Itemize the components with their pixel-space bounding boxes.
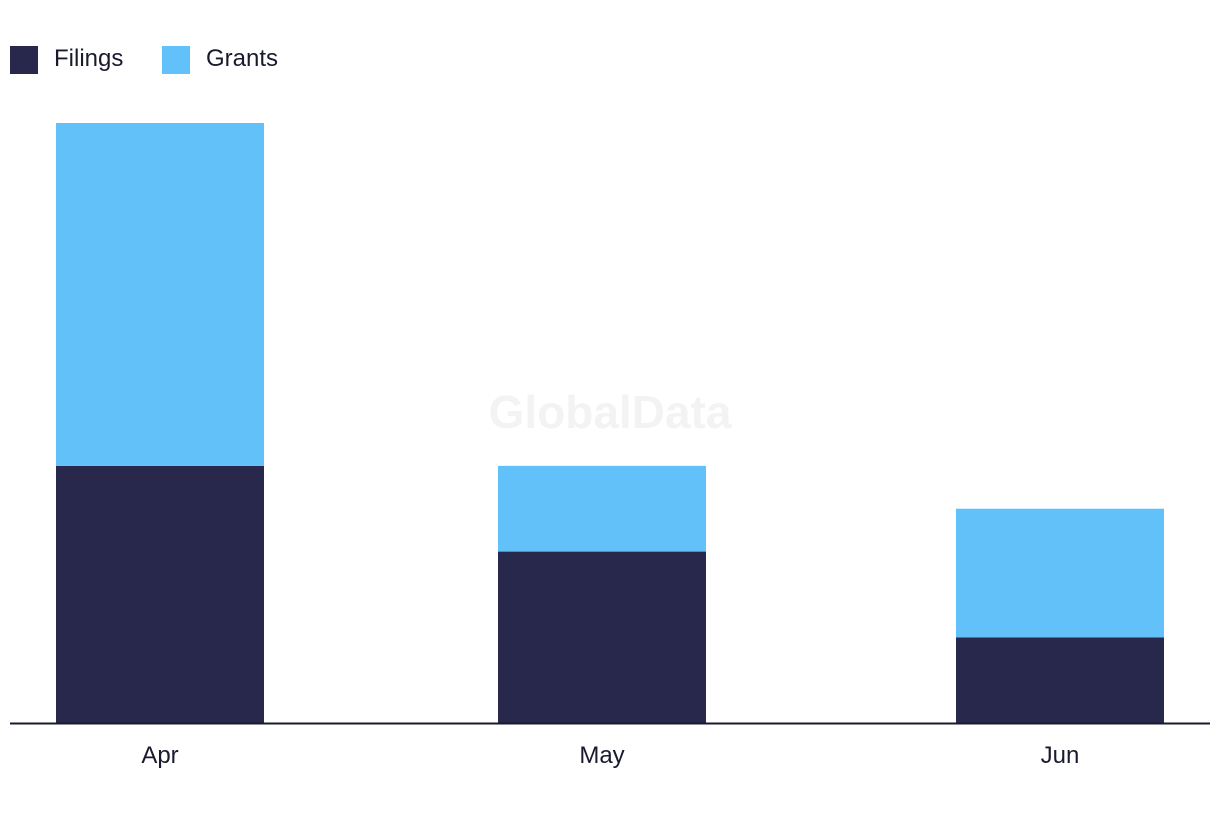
legend-label-filings: Filings (54, 45, 123, 72)
bar-filings-jun[interactable] (956, 637, 1164, 723)
legend: Filings Grants (10, 45, 278, 74)
legend-label-grants: Grants (206, 45, 278, 72)
bar-grants-may[interactable] (498, 465, 706, 552)
legend-item-grants[interactable]: Grants (162, 45, 278, 74)
bar-filings-may[interactable] (498, 551, 706, 723)
x-tick-label-apr: Apr (141, 742, 178, 769)
x-tick-label-jun: Jun (1041, 742, 1080, 769)
x-tick-label-may: May (579, 742, 624, 769)
x-axis-ticks: Apr May Jun (141, 742, 1079, 769)
legend-swatch-filings (10, 46, 38, 74)
watermark: GlobalData (489, 386, 732, 438)
bar-filings-apr[interactable] (56, 465, 264, 723)
bar-grants-apr[interactable] (56, 123, 264, 466)
legend-swatch-grants (162, 46, 190, 74)
bar-grants-jun[interactable] (956, 508, 1164, 638)
legend-item-filings[interactable]: Filings (10, 45, 123, 74)
plot-area (56, 123, 1164, 723)
